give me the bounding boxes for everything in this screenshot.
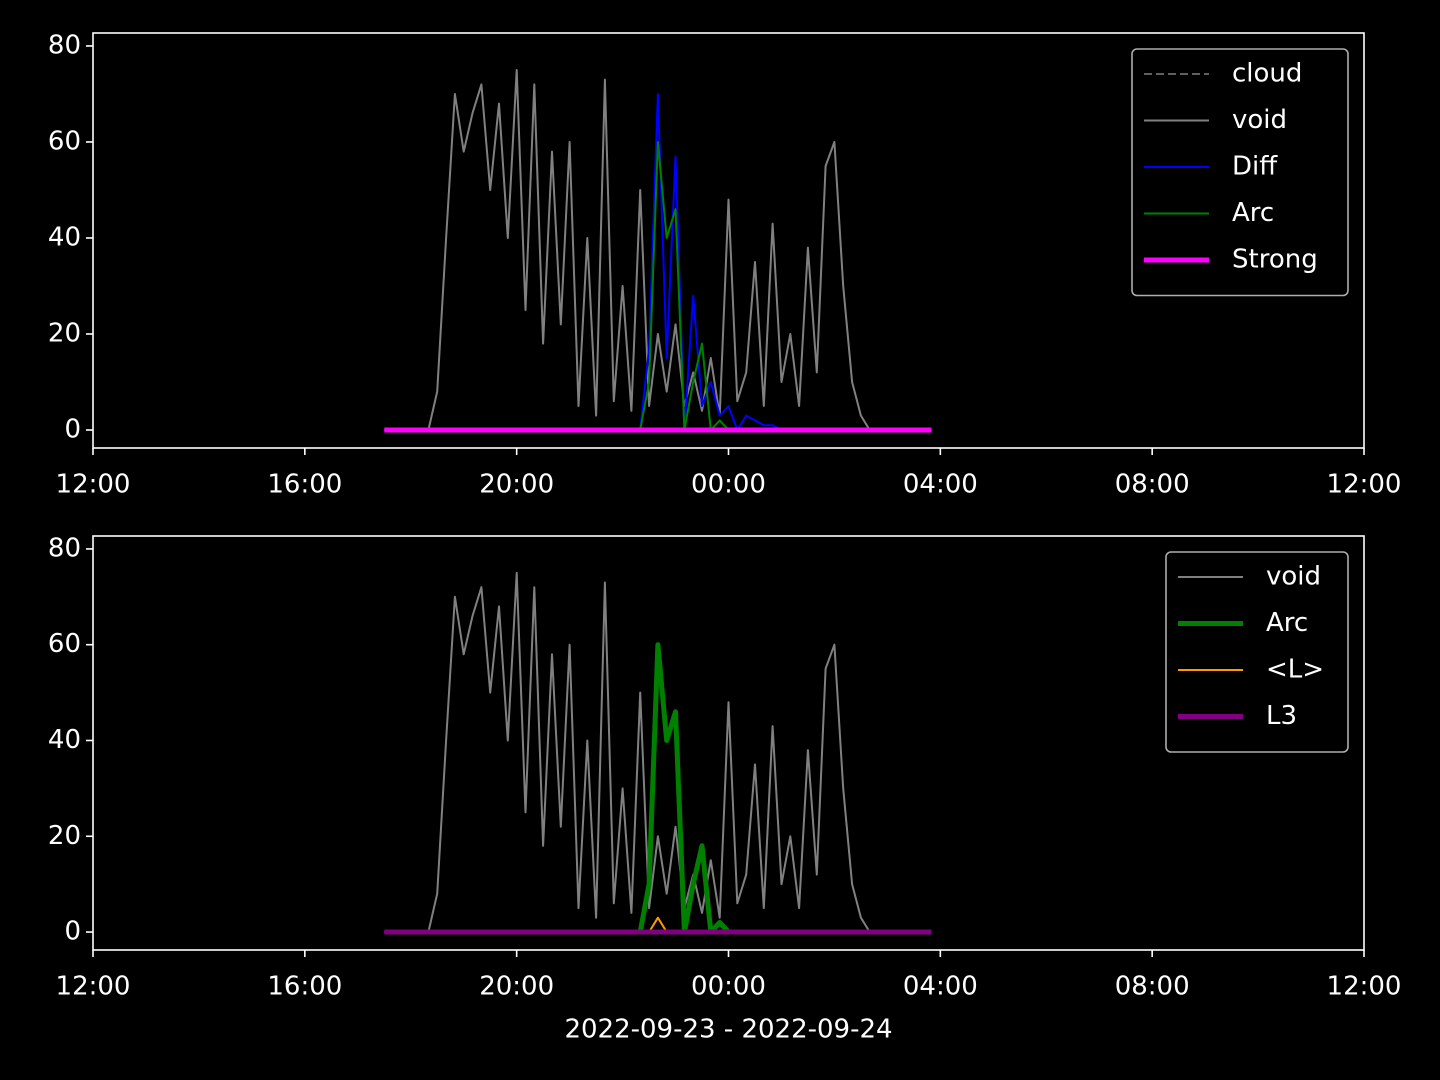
- x-tick-label: 04:00: [903, 972, 978, 1002]
- legend-label: void: [1266, 562, 1321, 592]
- series-line: [384, 69, 932, 431]
- y-tick-label: 60: [48, 629, 81, 659]
- legend-label: Diff: [1232, 152, 1278, 182]
- x-tick-label: 20:00: [479, 972, 554, 1002]
- legend-label: L3: [1266, 701, 1297, 731]
- y-tick-label: 20: [48, 821, 81, 851]
- legend-label: void: [1232, 105, 1287, 135]
- legend-box: [1165, 551, 1349, 753]
- x-tick-label: 12:00: [56, 972, 131, 1002]
- x-tick-label: 00:00: [691, 470, 766, 500]
- y-tick-label: 0: [64, 917, 81, 947]
- x-tick-label: 12:00: [1327, 470, 1402, 500]
- x-tick-label: 08:00: [1115, 470, 1190, 500]
- x-tick-label: 12:00: [56, 470, 131, 500]
- x-tick-label: 12:00: [1327, 972, 1402, 1002]
- y-tick-label: 40: [48, 222, 81, 252]
- y-tick-label: 20: [48, 318, 81, 348]
- y-tick-label: 80: [48, 533, 81, 563]
- x-axis-label: 2022-09-23 - 2022-09-24: [564, 1015, 892, 1045]
- y-tick-label: 40: [48, 725, 81, 755]
- x-tick-label: 04:00: [903, 470, 978, 500]
- y-tick-label: 80: [48, 30, 81, 60]
- legend-label: <L>: [1266, 655, 1324, 685]
- y-tick-label: 0: [64, 414, 81, 444]
- series-line: [639, 93, 782, 431]
- y-tick-label: 60: [48, 126, 81, 156]
- x-tick-label: 16:00: [267, 972, 342, 1002]
- legend-label: Arc: [1266, 608, 1308, 638]
- legend-label: cloud: [1232, 59, 1302, 89]
- legend: cloud void Diff Arc Strong: [1131, 48, 1349, 297]
- x-tick-label: 00:00: [691, 972, 766, 1002]
- series-line: [384, 571, 932, 933]
- legend-label: Arc: [1232, 198, 1274, 228]
- x-tick-label: 20:00: [479, 470, 554, 500]
- x-tick-label: 08:00: [1115, 972, 1190, 1002]
- legend-label: Strong: [1232, 245, 1318, 275]
- legend: void Arc <L> L3: [1165, 551, 1349, 753]
- legend-box: [1131, 48, 1349, 297]
- x-tick-label: 16:00: [267, 470, 342, 500]
